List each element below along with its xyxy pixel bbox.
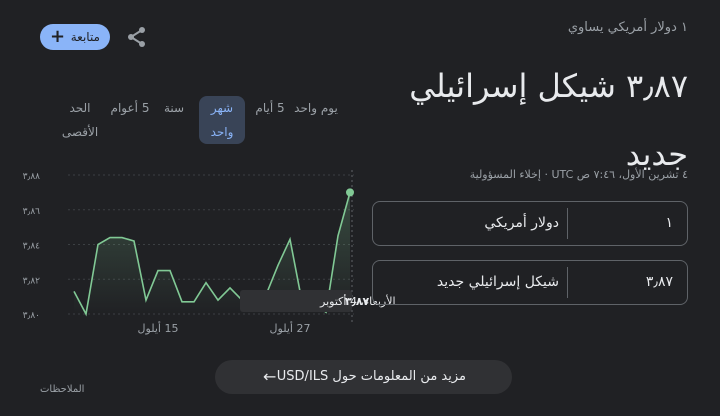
y-tick-label: ٣٫٨٦ xyxy=(23,207,41,217)
follow-button[interactable]: متابعة + xyxy=(40,24,110,50)
range-tab[interactable]: الحد الأقصى xyxy=(61,101,99,139)
range-tab[interactable]: 5 أعوام xyxy=(110,101,150,115)
converter-box[interactable]: ١ دولار أمريكي xyxy=(372,201,688,246)
follow-label: متابعة xyxy=(70,30,100,44)
feedback[interactable]: الملاحظات xyxy=(40,384,85,395)
area xyxy=(74,192,350,314)
x-tick-label: 15 أيلول xyxy=(138,321,179,335)
y-tick-label: ٣٫٨٠ xyxy=(23,311,40,321)
timestamp: ٤ تشرين الأول، ٧:٤٦ ص UTC · إخلاء المسؤو… xyxy=(469,168,688,181)
amount: ٣٫٨٧ xyxy=(645,274,673,290)
range-tab[interactable]: 5 أيام xyxy=(255,101,285,115)
amount: ١ xyxy=(665,215,673,231)
more-info-button[interactable]: مزيد من المعلومات حول USD/ILS ← xyxy=(215,360,512,394)
result: ٣٫٨٧ شيكل إسرائيلي جديد xyxy=(409,67,688,173)
more-info-label: مزيد من المعلومات حول USD/ILS xyxy=(276,369,466,384)
arrow-icon: ← xyxy=(263,367,277,386)
end-point xyxy=(346,188,354,197)
y-tick-label: ٣٫٨٢ xyxy=(23,276,41,286)
range-tab[interactable]: سنة xyxy=(163,101,185,115)
divider xyxy=(567,208,568,239)
y-tick-label: ٣٫٨٨ xyxy=(23,172,41,182)
tooltip-value: ٣٫٨٧ xyxy=(345,295,370,308)
range-tab[interactable]: يوم واحد xyxy=(294,101,338,115)
share-icon[interactable] xyxy=(126,26,148,48)
range-tab[interactable]: شهر واحد xyxy=(199,96,245,144)
subtitle: ١ دولار أمريكي يساوي xyxy=(567,20,688,35)
y-tick-label: ٣٫٨٤ xyxy=(23,242,41,252)
currency: دولار أمريكي xyxy=(484,215,559,231)
converter-box[interactable]: ٣٫٨٧ شيكل إسرائيلي جديد xyxy=(372,260,688,305)
divider xyxy=(567,267,568,298)
currency: شيكل إسرائيلي جديد xyxy=(436,274,559,290)
plus-icon: + xyxy=(50,26,66,47)
x-tick-label: 27 أيلول xyxy=(270,321,311,335)
tooltip xyxy=(240,290,352,312)
